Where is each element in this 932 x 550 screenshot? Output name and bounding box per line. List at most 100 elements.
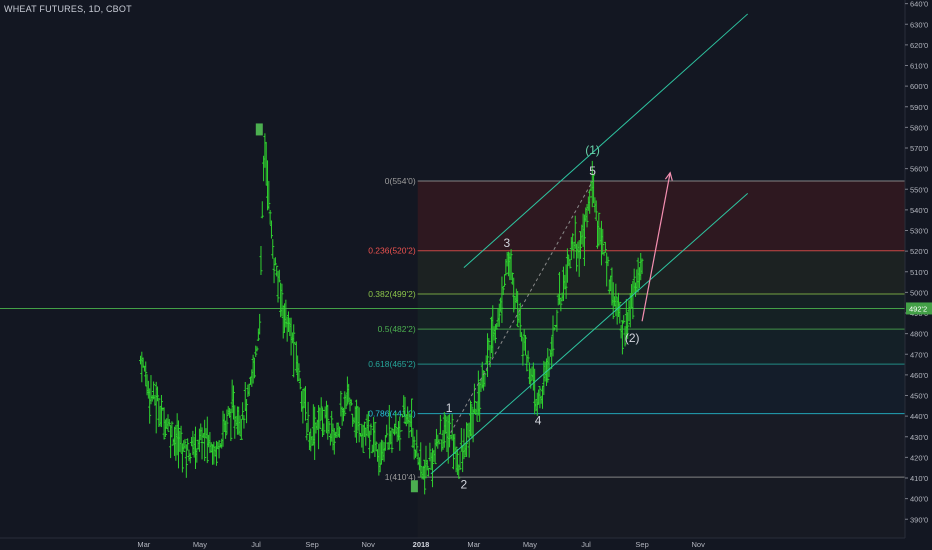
ohlc-bar-22 <box>167 419 171 427</box>
ohlc-bar-290 <box>518 302 522 337</box>
ohlc-bars <box>139 133 644 495</box>
ohlc-bar-219 <box>425 459 429 471</box>
ohlc-bar-276 <box>500 276 504 323</box>
price-tick-22: 610'0 <box>910 62 928 71</box>
price-tick-5: 440'0 <box>910 412 928 421</box>
ohlc-bar-127 <box>305 422 309 441</box>
ohlc-bar-242 <box>455 448 459 476</box>
price-tick-1: 400'0 <box>910 495 928 504</box>
ohlc-bar-328 <box>568 258 572 269</box>
ohlc-bar-121 <box>297 363 301 381</box>
ohlc-bar-315 <box>551 315 555 357</box>
ohlc-bar-232 <box>442 412 446 448</box>
ohlc-bar-71 <box>231 385 235 420</box>
channel-upper-line <box>463 13 749 268</box>
last-price-badge <box>906 302 932 315</box>
ohlc-bar-88 <box>254 345 258 357</box>
ohlc-bar-372 <box>626 312 630 339</box>
price-tick-0: 390'0 <box>910 515 928 524</box>
ohlc-bar-369 <box>622 315 626 324</box>
ohlc-bar-357 <box>606 256 610 267</box>
ohlc-bar-199 <box>399 430 403 432</box>
price-tick-18: 570'0 <box>910 144 928 153</box>
marker-0 <box>255 123 263 136</box>
ohlc-bar-350 <box>597 212 601 247</box>
fib-label-0.236: 0.236(520'2) <box>368 246 416 256</box>
ohlc-bar-303 <box>535 392 539 416</box>
ohlc-bar-333 <box>575 243 579 272</box>
ohlc-bar-101 <box>271 239 275 259</box>
ohlc-bar-259 <box>478 382 482 422</box>
ohlc-bar-81 <box>245 399 249 424</box>
price-tick-17: 560'0 <box>910 165 928 174</box>
ohlc-bar-316 <box>552 327 556 331</box>
price-tick-24: 630'0 <box>910 20 928 29</box>
ohlc-bar-98 <box>267 180 271 210</box>
marker-1 <box>410 480 418 493</box>
ohlc-bar-176 <box>369 423 373 436</box>
wave-label-2: 3 <box>503 236 510 250</box>
price-tick-6: 450'0 <box>910 392 928 401</box>
price-tick-8: 470'0 <box>910 350 928 359</box>
ohlc-bar-100 <box>269 220 273 239</box>
fib-zone-5 <box>417 413 905 478</box>
time-tick-9: Sep <box>635 540 648 549</box>
fib-zone-2 <box>417 294 905 330</box>
ohlc-bar-353 <box>601 228 605 255</box>
ohlc-bar-92 <box>259 245 263 275</box>
ohlc-bar-122 <box>298 378 302 390</box>
ohlc-bar-277 <box>501 286 505 296</box>
ohlc-bar-2 <box>141 357 145 368</box>
ohlc-bar-229 <box>438 414 442 435</box>
ohlc-bar-126 <box>304 386 307 421</box>
ohlc-bar-69 <box>229 408 233 442</box>
wave-label-0: 1 <box>446 401 453 415</box>
ohlc-bar-89 <box>255 346 259 352</box>
ohlc-bar-368 <box>620 320 624 355</box>
ohlc-bar-90 <box>256 328 260 341</box>
ohlc-bar-366 <box>618 301 622 324</box>
ohlc-bar-159 <box>347 383 351 403</box>
ohlc-bar-10 <box>152 381 156 400</box>
ohlc-bar-13 <box>156 386 160 402</box>
ohlc-bar-239 <box>451 434 455 470</box>
fib-label-0.786: 0.786(441'2) <box>368 409 416 419</box>
price-tick-21: 600'0 <box>910 82 928 91</box>
fib-label-0.5: 0.5(482'2) <box>378 324 416 334</box>
price-tick-19: 580'0 <box>910 123 928 132</box>
ohlc-bar-106 <box>277 269 281 283</box>
ohlc-bar-296 <box>526 350 530 363</box>
ohlc-bar-211 <box>415 429 419 457</box>
price-tick-13: 520'0 <box>910 247 928 256</box>
ohlc-bar-133 <box>313 406 317 460</box>
fib-zone-4 <box>417 364 905 414</box>
ohlc-bar-274 <box>497 303 501 327</box>
ohlc-bar-91 <box>258 313 262 335</box>
fib-label-0.618: 0.618(465'2) <box>368 359 416 369</box>
ohlc-bar-143 <box>326 404 330 440</box>
ohlc-bar-283 <box>509 249 513 281</box>
ohlc-bar-318 <box>555 309 559 332</box>
price-tick-23: 620'0 <box>910 41 928 50</box>
time-tick-3: Sep <box>305 540 318 549</box>
time-tick-0: Mar <box>137 540 150 549</box>
fib-zone-bottom <box>417 477 905 538</box>
ohlc-bar-383 <box>640 258 644 275</box>
wave-label-3: 4 <box>535 413 542 427</box>
price-tick-15: 540'0 <box>910 206 928 215</box>
ohlc-bar-146 <box>330 410 334 442</box>
ohlc-bar-336 <box>579 231 582 259</box>
ohlc-bar-291 <box>520 332 524 342</box>
ohlc-bar-99 <box>268 209 272 225</box>
ohlc-bar-140 <box>322 423 326 436</box>
time-tick-8: Jul <box>581 540 591 549</box>
ohlc-bar-209 <box>412 436 416 460</box>
price-tick-25: 640'0 <box>910 0 928 9</box>
price-tick-12: 510'0 <box>910 268 928 277</box>
chart-title: WHEAT FUTURES, 1D, CBOT <box>4 4 132 14</box>
ohlc-bar-252 <box>469 400 472 437</box>
ohlc-bar-36 <box>186 438 190 451</box>
time-tick-2: Jul <box>251 540 261 549</box>
ohlc-bar-370 <box>623 326 627 347</box>
